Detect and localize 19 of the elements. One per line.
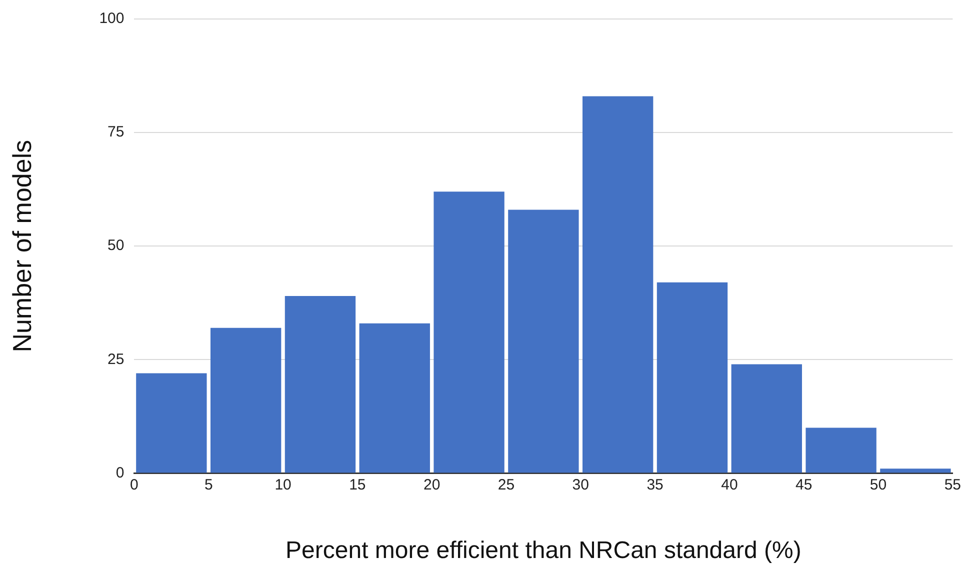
x-tick-label: 35 <box>646 476 664 494</box>
x-tick-label: 45 <box>796 476 812 494</box>
x-tick-label: 0 <box>130 476 138 494</box>
x-tick-label: 30 <box>572 476 589 494</box>
x-tick-label: 25 <box>498 476 515 494</box>
x-tick-label: 20 <box>423 476 440 494</box>
y-axis-title: Number of models <box>6 140 37 352</box>
y-tick-label: 50 <box>108 237 124 254</box>
x-tick-label: 5 <box>204 476 213 494</box>
x-tick-label: 40 <box>721 476 738 494</box>
x-tick-label: 10 <box>274 476 292 494</box>
y-tick-label: 0 <box>116 464 124 482</box>
y-tick-label: 75 <box>108 124 124 141</box>
x-tick-label: 15 <box>349 476 366 494</box>
y-tick-label: 100 <box>99 10 124 28</box>
x-axis-title: Percent more efficient than NRCan standard (%) <box>286 537 802 564</box>
x-tick-label: 50 <box>870 476 887 494</box>
x-tick-label: 55 <box>944 476 961 494</box>
y-tick-label: 25 <box>108 350 124 368</box>
